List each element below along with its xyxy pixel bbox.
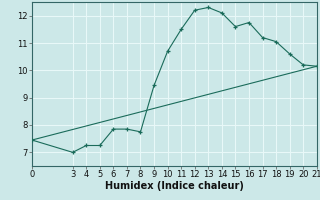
X-axis label: Humidex (Indice chaleur): Humidex (Indice chaleur) xyxy=(105,181,244,191)
